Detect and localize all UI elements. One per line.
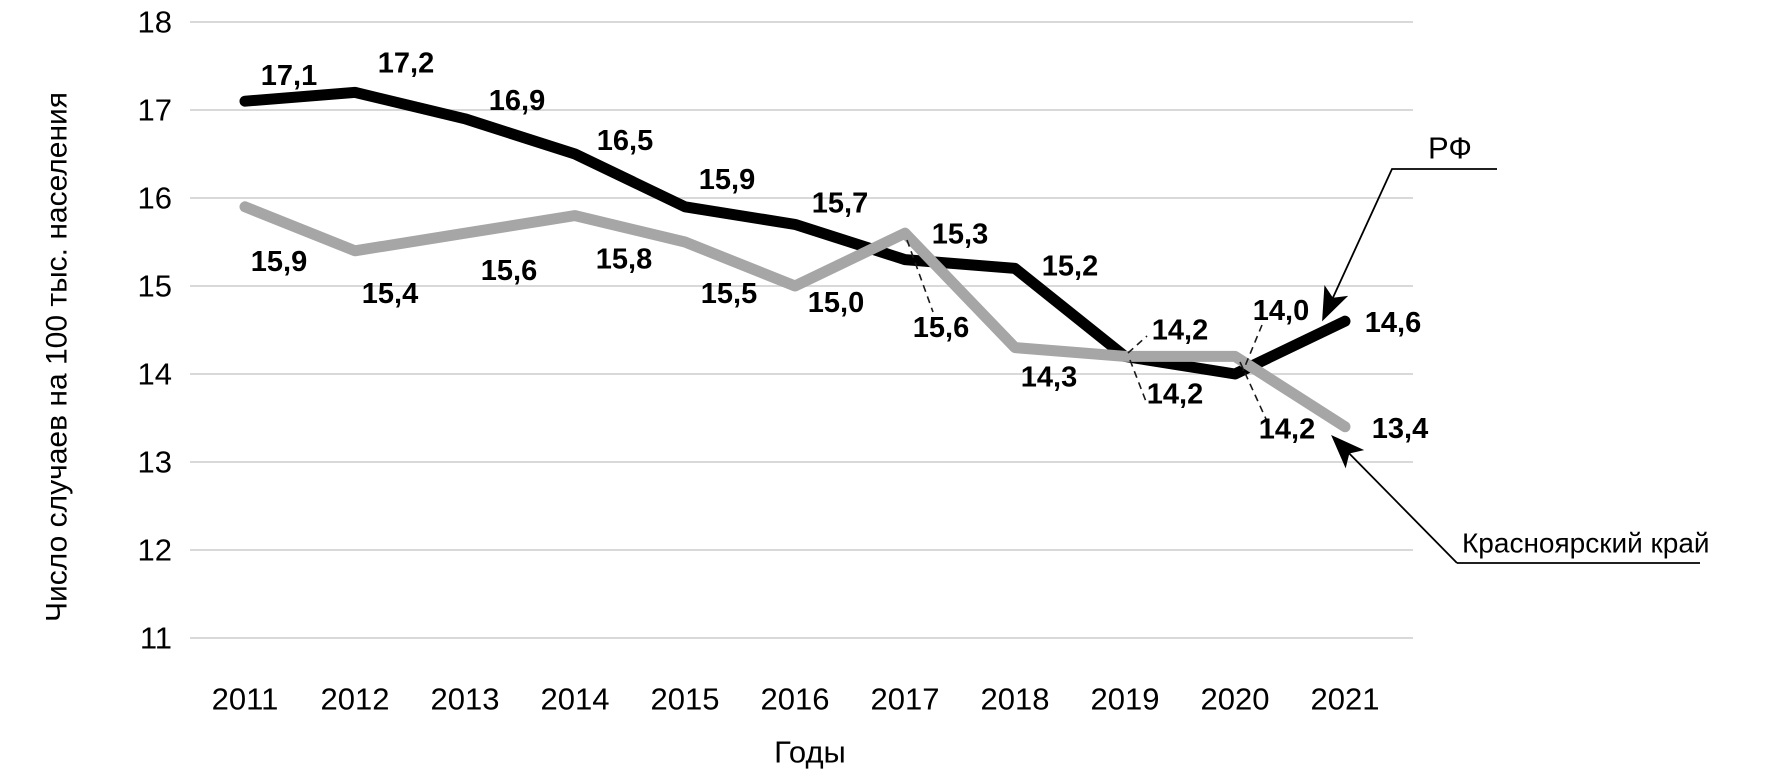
data-label: 15,6 — [913, 312, 969, 344]
x-axis-tick-label: 2015 — [651, 682, 720, 717]
data-label: 17,2 — [378, 47, 434, 79]
y-axis-tick-label: 13 — [138, 445, 172, 480]
x-axis-tick-label: 2020 — [1201, 682, 1270, 717]
data-label: 15,3 — [932, 219, 988, 251]
x-axis-tick-label: 2016 — [761, 682, 830, 717]
data-label: 15,5 — [701, 278, 757, 310]
data-label: 15,9 — [251, 246, 307, 278]
x-axis-tick-label: 2019 — [1091, 682, 1160, 717]
x-axis-tick-label: 2017 — [871, 682, 940, 717]
label-leader-dashed-line — [1127, 335, 1148, 354]
series-line-rf — [239, 86, 1351, 380]
label-leader-dashed-line — [1239, 361, 1267, 420]
rf-series-callout-label: РФ — [1428, 131, 1472, 166]
y-axis-tick-label: 15 — [138, 269, 172, 304]
data-label: 14,2 — [1147, 378, 1203, 410]
krasnoyarsk-callout-arrow — [1331, 435, 1458, 564]
data-label: 13,4 — [1372, 413, 1428, 445]
label-leader-dashed-line — [906, 239, 934, 313]
data-label: 14,2 — [1259, 413, 1315, 445]
series-line-krasnoyarsk — [239, 201, 1351, 433]
data-label: 15,9 — [699, 164, 755, 196]
y-axis-tick-label: 17 — [138, 93, 172, 128]
data-label: 17,1 — [261, 60, 317, 92]
data-label: 15,7 — [812, 187, 868, 219]
data-label: 14,0 — [1253, 295, 1309, 327]
y-axis-tick-label: 16 — [138, 181, 172, 216]
data-label: 15,0 — [808, 287, 864, 319]
data-label: 14,6 — [1365, 307, 1421, 339]
y-axis-title: Число случаев на 100 тыс. населения — [41, 92, 74, 622]
x-axis-tick-label: 2012 — [321, 682, 390, 717]
y-axis-tick-label: 12 — [138, 533, 172, 568]
y-axis-tick-label: 11 — [140, 621, 172, 656]
label-leader-dashed-line — [1129, 359, 1148, 405]
data-label: 16,5 — [597, 125, 653, 157]
x-axis-title: Годы — [774, 735, 846, 770]
y-axis-tick-label: 18 — [138, 5, 172, 40]
label-leader-dashed-line — [1242, 324, 1263, 372]
data-label: 14,2 — [1152, 314, 1208, 346]
data-label: 15,6 — [481, 255, 537, 287]
data-label: 15,4 — [362, 278, 418, 310]
y-axis-tick-label: 14 — [138, 357, 172, 392]
data-label: 15,8 — [596, 244, 652, 276]
rf-callout-arrow — [1322, 168, 1497, 322]
krasnoyarsk-series-callout-label: Красноярский край — [1462, 528, 1710, 559]
x-axis-tick-label: 2014 — [541, 682, 610, 717]
data-label: 14,3 — [1021, 362, 1077, 394]
data-label: 15,2 — [1042, 250, 1098, 282]
x-axis-tick-label: 2021 — [1311, 682, 1380, 717]
x-axis-tick-label: 2018 — [981, 682, 1050, 717]
x-axis-tick-label: 2011 — [212, 682, 279, 717]
x-axis-tick-label: 2013 — [431, 682, 500, 717]
data-label: 16,9 — [489, 85, 545, 117]
